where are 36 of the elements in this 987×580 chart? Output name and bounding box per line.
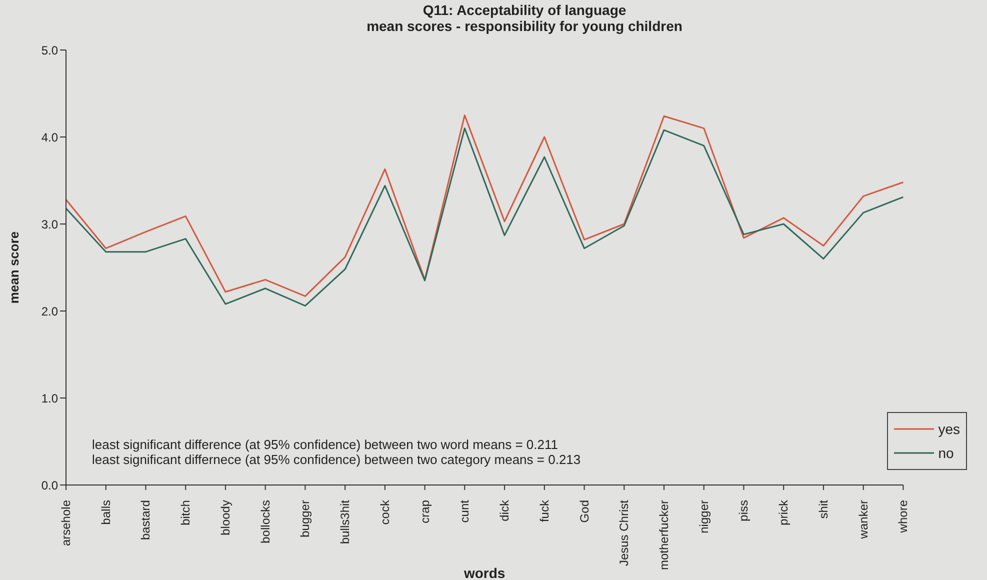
x-tick-label: shit bbox=[816, 499, 830, 519]
x-axis-title: words bbox=[462, 565, 506, 580]
y-tick-label: 4.0 bbox=[41, 130, 58, 144]
x-tick-label: arsehole bbox=[59, 500, 73, 546]
x-tick-label: nigger bbox=[696, 500, 711, 534]
x-tick-label: cunt bbox=[458, 499, 472, 523]
y-tick-label: 3.0 bbox=[41, 217, 58, 232]
x-tick-label: bugger bbox=[298, 500, 312, 538]
y-tick-label: 1.0 bbox=[41, 391, 58, 406]
x-tick-label: bitch bbox=[178, 500, 193, 526]
x-tick-label: whore bbox=[896, 500, 910, 534]
x-tick-label: God bbox=[577, 500, 592, 523]
x-tick-label: balls bbox=[98, 500, 113, 525]
y-tick-label: 5.0 bbox=[41, 43, 58, 58]
y-tick-label: 0.0 bbox=[41, 478, 58, 492]
annotation: least significant difference (at 95% confidence) between two word means = 0.211 bbox=[92, 437, 559, 452]
x-tick-label: bulls3hit bbox=[338, 499, 352, 544]
chart-subtitle: mean scores - responsibility for young children bbox=[366, 18, 684, 34]
x-tick-label: prick bbox=[776, 499, 791, 526]
legend-label: yes bbox=[938, 421, 960, 437]
chart-title: Q11: Acceptability of language bbox=[422, 2, 628, 18]
x-tick-label: bastard bbox=[138, 500, 153, 540]
x-tick-label: bloody bbox=[218, 500, 232, 536]
x-tick-label: bollocks bbox=[258, 500, 272, 544]
x-tick-label: crap bbox=[418, 500, 432, 524]
x-tick-label: motherfucker bbox=[657, 500, 671, 570]
x-tick-label: Jesus Christ bbox=[617, 499, 632, 566]
x-tick-label: wanker bbox=[856, 500, 870, 540]
y-tick-label: 2.0 bbox=[41, 304, 58, 318]
legend-label: no bbox=[938, 445, 954, 461]
x-tick-label: cock bbox=[378, 499, 392, 525]
x-tick-label: piss bbox=[736, 500, 751, 522]
annotation: least significant differnece (at 95% confidence) between two category means = 0.213 bbox=[92, 452, 581, 467]
x-tick-label: fuck bbox=[537, 499, 552, 522]
x-tick-label: dick bbox=[498, 499, 512, 522]
y-axis-title: mean score bbox=[6, 231, 22, 304]
